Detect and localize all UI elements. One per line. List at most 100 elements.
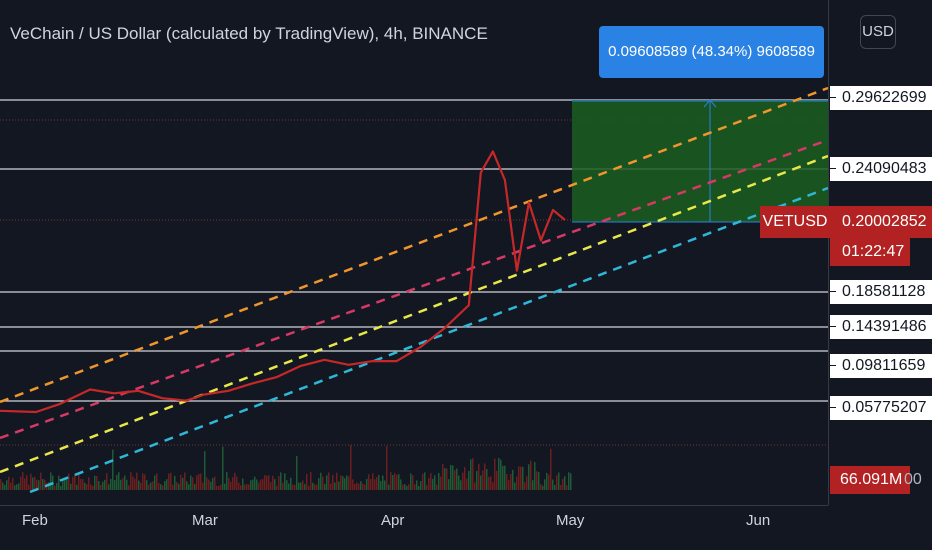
measure-region — [572, 100, 828, 222]
volume-bar — [478, 463, 480, 490]
volume-bar — [134, 478, 136, 490]
trend-line — [0, 154, 829, 474]
volume-bar — [240, 485, 242, 490]
volume-bar — [32, 477, 34, 490]
volume-bar — [94, 475, 96, 490]
volume-bar — [132, 476, 134, 490]
price-label: 0.24090483 — [830, 157, 932, 181]
volume-bar — [374, 479, 376, 490]
volume-bar — [24, 478, 26, 490]
volume-bar — [230, 481, 232, 490]
volume-bar — [342, 476, 344, 490]
volume-bar — [74, 474, 76, 490]
volume-bar — [126, 479, 128, 490]
volume-bar — [338, 481, 340, 490]
volume-bar — [312, 482, 314, 490]
volume-bar — [570, 473, 572, 490]
volume-bar — [486, 469, 488, 490]
volume-bar — [158, 482, 160, 490]
volume-bar — [398, 474, 400, 490]
volume-bar — [228, 478, 230, 490]
volume-bar — [186, 481, 188, 490]
volume-bar — [72, 476, 74, 490]
measure-label[interactable]: 0.09608589 (48.34%) 9608589 — [599, 26, 824, 78]
volume-bar — [390, 472, 392, 490]
current-price-label: 0.20002852 — [830, 206, 932, 238]
volume-bar — [244, 484, 246, 490]
volume-bar — [18, 483, 20, 490]
volume-bar — [402, 484, 404, 490]
volume-bar — [86, 484, 88, 490]
volume-bar — [358, 483, 360, 490]
volume-bar — [208, 479, 210, 490]
volume-bar — [180, 474, 182, 490]
volume-bar — [30, 473, 32, 490]
volume-bar — [218, 485, 220, 490]
volume-bar — [550, 448, 552, 490]
volume-bar — [446, 468, 448, 490]
volume-bar — [22, 472, 24, 490]
volume-bar — [546, 472, 548, 490]
volume-bar — [400, 479, 402, 490]
volume-bar — [396, 474, 398, 490]
volume-bar — [354, 483, 356, 490]
volume-bar — [8, 476, 10, 490]
volume-bar — [510, 473, 512, 490]
volume-bar — [184, 472, 186, 490]
volume-bar — [336, 472, 338, 490]
volume-bar — [350, 444, 352, 490]
volume-bar — [88, 477, 90, 490]
volume-bar — [118, 472, 120, 490]
volume-label: 66.091M — [830, 466, 910, 494]
volume-bar — [298, 482, 300, 490]
volume-bar — [526, 476, 528, 490]
volume-bar — [506, 473, 508, 490]
volume-bar — [28, 484, 30, 490]
volume-bar — [36, 479, 38, 490]
volume-bar — [310, 472, 312, 490]
volume-bar — [70, 483, 72, 490]
volume-bar — [556, 475, 558, 490]
volume-bar — [280, 472, 282, 490]
volume-bar — [424, 472, 426, 490]
volume-bar — [302, 480, 304, 490]
volume-bar — [162, 485, 164, 490]
volume-bar — [316, 484, 318, 490]
volume-bar — [166, 479, 168, 490]
volume-axis-tail: 00 — [904, 471, 922, 488]
volume-bar — [10, 482, 12, 490]
volume-bar — [206, 477, 208, 490]
price-label: 0.05775207 — [830, 396, 932, 420]
volume-bar — [42, 479, 44, 490]
volume-bar — [552, 479, 554, 490]
volume-bar — [558, 472, 560, 490]
volume-bar — [392, 474, 394, 490]
volume-bar — [538, 472, 540, 490]
volume-bar — [326, 475, 328, 490]
volume-bar — [514, 482, 516, 490]
time-axis-border — [0, 505, 828, 506]
volume-bar — [496, 470, 498, 490]
volume-bar — [124, 475, 126, 490]
volume-bar — [294, 484, 296, 490]
volume-bar — [536, 471, 538, 490]
volume-bar — [444, 468, 446, 490]
volume-bar — [174, 475, 176, 490]
volume-bar — [362, 483, 364, 490]
volume-bar — [406, 485, 408, 490]
volume-bar — [78, 474, 80, 490]
volume-bar — [462, 472, 464, 490]
volume-bar — [182, 477, 184, 490]
currency-button[interactable]: USD — [860, 15, 896, 49]
volume-bar — [566, 485, 568, 490]
volume-bar — [410, 473, 412, 490]
volume-bar — [150, 482, 152, 490]
volume-bar — [560, 485, 562, 490]
volume-bar — [258, 482, 260, 490]
volume-bar — [12, 478, 14, 490]
volume-bar — [428, 477, 430, 490]
volume-bar — [188, 484, 190, 490]
volume-bar — [212, 478, 214, 490]
